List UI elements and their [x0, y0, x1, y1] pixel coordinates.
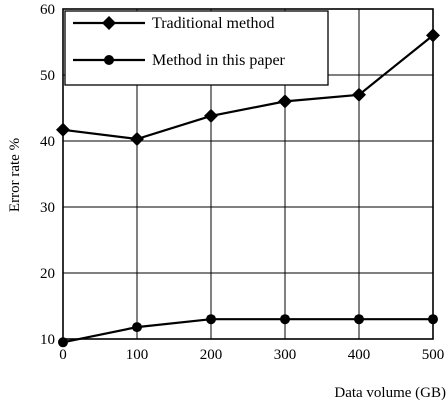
y-axis-ticks: 10 20 30 40 50 60: [40, 2, 68, 348]
legend: Traditional method Method in this paper: [64, 10, 329, 86]
legend-circle-marker: [104, 55, 114, 65]
y-tick-label: 20: [40, 266, 55, 282]
y-tick-label: 40: [40, 134, 55, 150]
series-1: [56, 28, 440, 147]
data-point-circle: [280, 314, 290, 325]
y-tick-label: 10: [40, 332, 55, 348]
x-tick-label: 0: [59, 347, 67, 363]
data-point-circle: [58, 337, 68, 348]
x-axis-label: Data volume (GB): [334, 385, 446, 401]
data-point-circle: [132, 322, 142, 333]
series-2: [58, 314, 438, 348]
legend-item: Traditional method: [73, 15, 275, 32]
legend-diamond-marker: [102, 16, 116, 30]
data-point-circle: [428, 314, 438, 325]
data-point-circle: [206, 314, 216, 325]
legend-label: Method in this paper: [152, 52, 286, 69]
x-tick-label: 500: [422, 347, 445, 363]
series-line: [62, 34, 434, 141]
y-tick-label: 30: [40, 200, 55, 216]
series-line: [62, 318, 433, 344]
data-point-diamond: [426, 28, 440, 43]
data-point-diamond: [204, 108, 218, 123]
y-axis-label: Error rate %: [7, 138, 23, 212]
data-point-diamond: [130, 132, 144, 147]
y-tick-label: 60: [40, 2, 55, 18]
legend-item: Method in this paper: [73, 52, 286, 69]
x-tick-label: 300: [274, 347, 297, 363]
y-tick-label: 50: [40, 68, 55, 84]
series-layer: [56, 28, 440, 348]
data-point-circle: [354, 314, 364, 325]
data-point-diamond: [56, 122, 70, 137]
x-axis-ticks: 0 100 200 300 400 500: [59, 334, 444, 363]
data-point-diamond: [352, 87, 366, 102]
plot-area-frame: [62, 8, 434, 340]
x-tick-label: 400: [348, 347, 371, 363]
x-tick-label: 200: [200, 347, 223, 363]
legend-label: Traditional method: [152, 15, 275, 32]
x-tick-label: 100: [126, 347, 149, 363]
data-point-diamond: [278, 94, 292, 109]
